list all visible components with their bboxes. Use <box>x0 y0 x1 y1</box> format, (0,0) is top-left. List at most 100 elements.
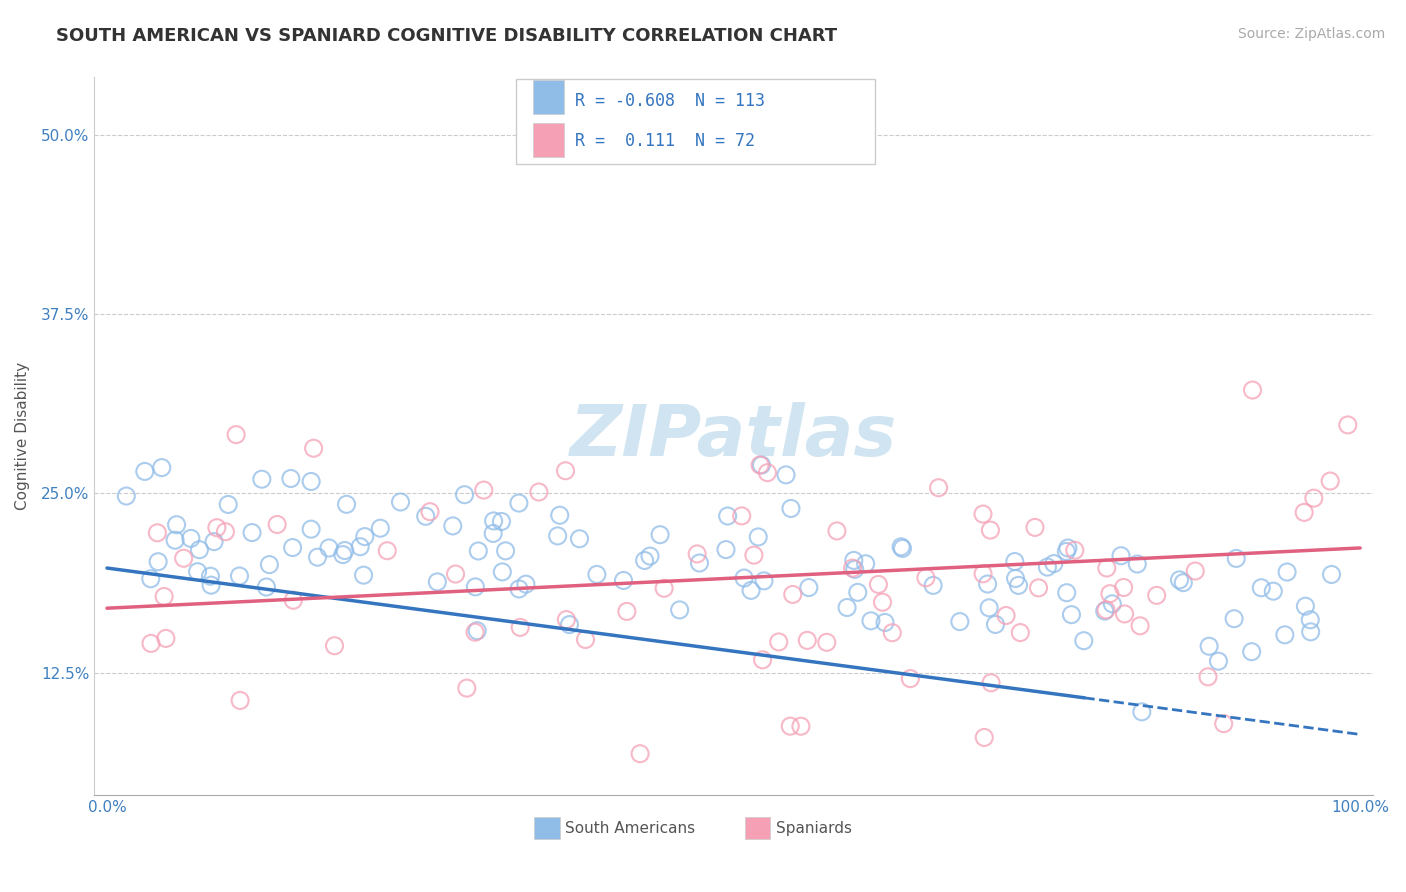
Point <box>250 472 273 486</box>
Point <box>979 523 1001 537</box>
Point <box>1024 520 1046 534</box>
Point <box>1184 564 1206 578</box>
Point <box>835 600 858 615</box>
Point <box>574 632 596 647</box>
Point <box>259 558 281 572</box>
Point <box>1173 575 1195 590</box>
Point <box>166 517 188 532</box>
Point <box>508 496 530 510</box>
Point <box>1302 491 1324 505</box>
Point <box>855 557 877 571</box>
Point <box>368 521 391 535</box>
Point <box>882 625 904 640</box>
Point <box>768 635 790 649</box>
Point <box>115 489 138 503</box>
Text: R = -0.608  N = 113: R = -0.608 N = 113 <box>575 92 765 110</box>
Point <box>1129 619 1152 633</box>
Point <box>1320 567 1343 582</box>
Point <box>1073 633 1095 648</box>
Y-axis label: Cognitive Disability: Cognitive Disability <box>15 362 30 510</box>
Point <box>568 532 591 546</box>
Point <box>335 497 357 511</box>
Point <box>1275 565 1298 579</box>
Point <box>472 483 495 497</box>
Point <box>202 534 225 549</box>
Point <box>842 553 865 567</box>
Point <box>668 603 690 617</box>
Point <box>1007 578 1029 592</box>
Point <box>1225 551 1247 566</box>
Point <box>825 524 848 538</box>
Point <box>332 548 354 562</box>
Point <box>841 561 863 575</box>
Point <box>353 530 375 544</box>
Point <box>747 530 769 544</box>
Point <box>229 693 252 707</box>
Point <box>846 585 869 599</box>
Point <box>1294 599 1316 614</box>
Point <box>153 590 176 604</box>
Point <box>1212 716 1234 731</box>
Point <box>547 529 569 543</box>
Point <box>299 475 322 489</box>
Point <box>652 581 675 595</box>
Point <box>419 505 441 519</box>
Point <box>281 541 304 555</box>
Point <box>976 577 998 591</box>
Point <box>228 569 250 583</box>
Point <box>491 515 513 529</box>
Point <box>318 541 340 555</box>
Point <box>1146 588 1168 602</box>
Point <box>1004 555 1026 569</box>
Point <box>426 574 449 589</box>
Point <box>464 625 486 640</box>
Point <box>1043 557 1066 571</box>
Point <box>1294 505 1316 519</box>
Point <box>283 593 305 607</box>
Point <box>790 719 813 733</box>
Point <box>280 471 302 485</box>
Point <box>146 555 169 569</box>
Point <box>155 632 177 646</box>
Point <box>751 653 773 667</box>
Point <box>554 464 576 478</box>
Point <box>731 508 754 523</box>
Point <box>205 521 228 535</box>
Point <box>1208 654 1230 668</box>
Point <box>302 442 325 456</box>
Point <box>1054 544 1077 558</box>
Point <box>150 460 173 475</box>
Point <box>890 540 912 554</box>
Point <box>307 550 329 565</box>
Point <box>740 583 762 598</box>
Point <box>749 458 772 472</box>
Point <box>638 549 661 563</box>
Point <box>1319 474 1341 488</box>
Point <box>717 508 740 523</box>
Point <box>375 543 398 558</box>
Point <box>254 580 277 594</box>
Point <box>780 501 803 516</box>
Point <box>868 577 890 591</box>
Point <box>1098 587 1121 601</box>
Point <box>922 578 945 592</box>
Point <box>527 485 550 500</box>
Text: Source: ZipAtlas.com: Source: ZipAtlas.com <box>1237 27 1385 41</box>
Point <box>796 633 818 648</box>
Text: R =  0.111  N = 72: R = 0.111 N = 72 <box>575 133 755 151</box>
Point <box>1004 572 1026 586</box>
Point <box>299 522 322 536</box>
Point <box>915 571 938 585</box>
Point <box>240 525 263 540</box>
Point <box>441 519 464 533</box>
Point <box>173 551 195 566</box>
Point <box>898 672 921 686</box>
Point <box>146 525 169 540</box>
Point <box>165 533 187 548</box>
Point <box>515 577 537 591</box>
Point <box>733 571 755 585</box>
Point <box>844 562 866 576</box>
Point <box>859 614 882 628</box>
Point <box>686 547 709 561</box>
Point <box>980 675 1002 690</box>
